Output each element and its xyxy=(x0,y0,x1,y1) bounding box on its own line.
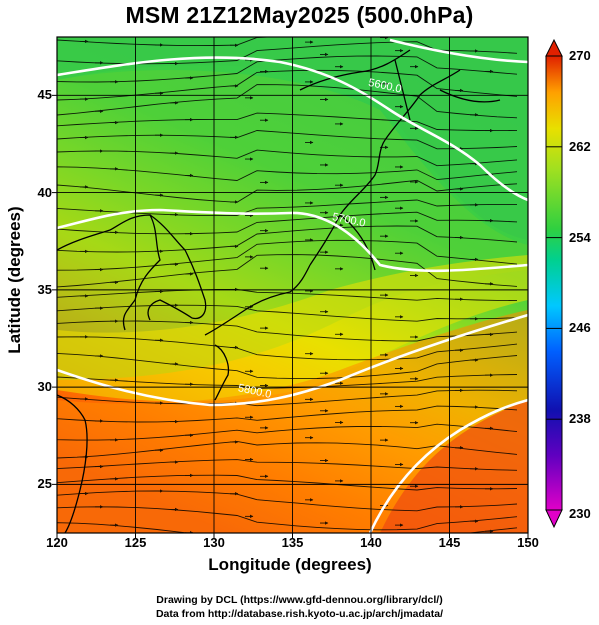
streamline xyxy=(57,506,518,531)
colorbar-max-triangle xyxy=(545,38,563,57)
chart-title: MSM 21Z12May2025 (500.0hPa) xyxy=(125,2,474,28)
streamline xyxy=(57,37,279,47)
y-tick-label: 35 xyxy=(37,281,52,297)
colorbar-tick-label: 254 xyxy=(569,229,591,245)
colorbar-tick-label: 262 xyxy=(569,138,591,154)
y-tick-label: 30 xyxy=(37,379,52,395)
credit-drawing: Drawing by DCL (https://www.gfd-dennou.o… xyxy=(156,594,443,606)
streamline xyxy=(57,389,518,407)
y-tick-label: 40 xyxy=(37,184,52,200)
credit-data: Data from http://database.rish.kyoto-u.a… xyxy=(155,608,444,620)
x-axis-label: Longitude (degrees) xyxy=(208,555,372,574)
streamline xyxy=(57,288,518,302)
lat-lon-grid xyxy=(57,37,528,533)
colorbar-tick-label: 230 xyxy=(569,506,591,521)
streamline xyxy=(57,336,518,361)
temperature-field xyxy=(57,37,528,533)
colorbar-min-triangle xyxy=(545,509,563,529)
x-tick-label: 140 xyxy=(360,535,382,550)
streamline xyxy=(57,69,518,101)
streamline xyxy=(57,199,517,217)
streamline xyxy=(57,225,518,253)
streamline xyxy=(57,304,518,322)
y-tick-label: 45 xyxy=(37,87,52,103)
colorbar-tick-label: 246 xyxy=(569,320,591,336)
x-tick-label: 120 xyxy=(46,535,68,550)
y-axis-label: Latitude (degrees) xyxy=(5,206,24,354)
colorbar xyxy=(545,38,563,529)
x-tick-label: 130 xyxy=(203,535,225,550)
geopotential-contours xyxy=(57,38,528,533)
streamline xyxy=(57,84,518,119)
streamline xyxy=(57,149,518,167)
x-tick-label: 145 xyxy=(438,535,461,550)
x-tick-label: 125 xyxy=(124,535,147,550)
coastlines xyxy=(57,49,501,533)
wind-streamlines xyxy=(57,37,518,533)
x-tick-label: 150 xyxy=(517,535,539,550)
y-tick-label: 25 xyxy=(37,476,52,492)
streamline xyxy=(57,179,518,203)
streamline xyxy=(57,352,518,380)
streamline xyxy=(57,490,518,512)
streamline xyxy=(57,459,518,471)
axis-ticks xyxy=(52,94,529,538)
streamline xyxy=(57,239,518,271)
streamline xyxy=(57,405,518,423)
streamline xyxy=(57,130,518,150)
x-tick-label: 135 xyxy=(281,535,304,550)
colorbar-tick-label: 238 xyxy=(569,411,591,427)
colorbar-tick-label: 270 xyxy=(569,48,591,63)
